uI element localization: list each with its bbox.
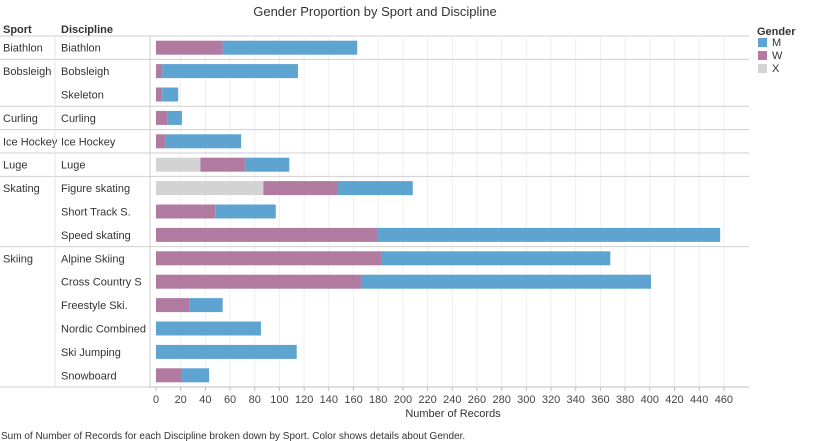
legend-label-w: W [772,50,783,62]
bar-segment-m [381,251,611,266]
discipline-label: Luge [61,160,85,172]
legend-swatch-w [758,51,767,60]
bar-segment-m [181,368,210,383]
x-tick-label: 100 [270,394,288,406]
bar-segment-m [162,64,298,79]
bar-segment-w [156,251,382,266]
discipline-label: Ice Hockey [61,136,116,148]
discipline-label: Figure skating [61,183,130,195]
bar-segment-m [360,274,652,289]
x-tick-label: 420 [665,394,683,406]
bar-segment-w [156,64,163,79]
sport-label: Skating [3,183,40,195]
x-tick-label: 80 [249,394,261,406]
bar-segment-w [156,368,182,383]
sport-label: Bobsleigh [3,66,51,78]
x-tick-label: 300 [517,394,535,406]
x-tick-label: 20 [175,394,187,406]
x-tick-label: 240 [443,394,461,406]
bar-segment-w [156,110,168,125]
x-tick-label: 440 [690,394,708,406]
chart-caption: Sum of Number of Records for each Discip… [1,431,465,441]
bar-segment-w [156,87,163,102]
discipline-label: Biathlon [61,43,101,55]
x-tick-label: 460 [715,394,733,406]
gridlines [180,36,725,387]
discipline-label: Nordic Combined [61,324,146,336]
legend: Gender MWX [757,26,796,75]
bar-segment-m [215,204,276,219]
bar-segment-m [167,110,182,125]
bar-segment-m [156,321,261,336]
bars [156,40,721,383]
sport-label: Curling [3,113,38,125]
legend-swatch-x [758,64,767,73]
x-tick-label: 380 [616,394,634,406]
sport-label: Biathlon [3,43,43,55]
legend-swatch-m [758,38,767,47]
discipline-label: Bobsleigh [61,66,109,78]
x-tick-label: 60 [224,394,236,406]
x-tick-label: 40 [199,394,211,406]
discipline-label: Snowboard [61,370,117,382]
bar-segment-x [156,157,201,172]
x-axis-label: Number of Records [405,408,501,420]
x-tick-label: 140 [320,394,338,406]
bar-segment-w [156,134,166,149]
bar-segment-m [162,87,179,102]
legend-label-x: X [772,63,780,75]
bar-segment-w [156,40,223,55]
bar-segment-w [263,181,338,196]
bar-segment-w [156,298,190,313]
x-tick-label: 320 [542,394,560,406]
bar-segment-m [376,227,721,242]
legend-title: Gender [757,26,796,38]
x-tick-label: 0 [153,394,159,406]
discipline-label: Curling [61,113,96,125]
bar-segment-m [156,344,297,359]
x-tick-label: 400 [641,394,659,406]
bar-segment-w [156,274,361,289]
x-axis: 0 20 40 60 80 100 120 140 160 180 200 220 240 260 280 3… [150,386,749,406]
sport-label: Luge [3,160,27,172]
discipline-label: Cross Country S [61,277,142,289]
discipline-column-header: Discipline [61,24,113,36]
x-tick-label: 160 [344,394,362,406]
bar-segment-x [156,181,264,196]
discipline-label: Alpine Skiing [61,253,125,265]
x-tick-label: 120 [295,394,313,406]
legend-label-m: M [772,37,781,49]
discipline-label: Freestyle Ski. [61,300,128,312]
chart-title: Gender Proportion by Sport and Disciplin… [253,4,497,19]
bar-segment-w [156,204,216,219]
bar-segment-m [189,298,223,313]
x-tick-label: 360 [591,394,609,406]
discipline-label: Short Track S. [61,207,131,219]
x-tick-label: 200 [394,394,412,406]
bar-segment-m [165,134,242,149]
bar-segment-w [156,227,377,242]
discipline-label: Ski Jumping [61,347,121,359]
x-tick-label: 220 [418,394,436,406]
x-tick-label: 280 [492,394,510,406]
sport-label: Skiing [3,253,33,265]
rows: Biathlon Biathlon Bobsleigh Bobsleigh Skelet… [0,36,749,388]
x-tick-label: 260 [468,394,486,406]
x-tick-label: 180 [369,394,387,406]
sport-column-header: Sport [3,24,32,36]
bar-segment-m [222,40,358,55]
discipline-label: Skeleton [61,90,104,102]
bar-segment-w [200,157,245,172]
discipline-label: Speed skating [61,230,131,242]
sport-label: Ice Hockey [3,136,58,148]
bar-segment-m [244,157,290,172]
bar-segment-m [337,181,413,196]
x-tick-label: 340 [567,394,585,406]
